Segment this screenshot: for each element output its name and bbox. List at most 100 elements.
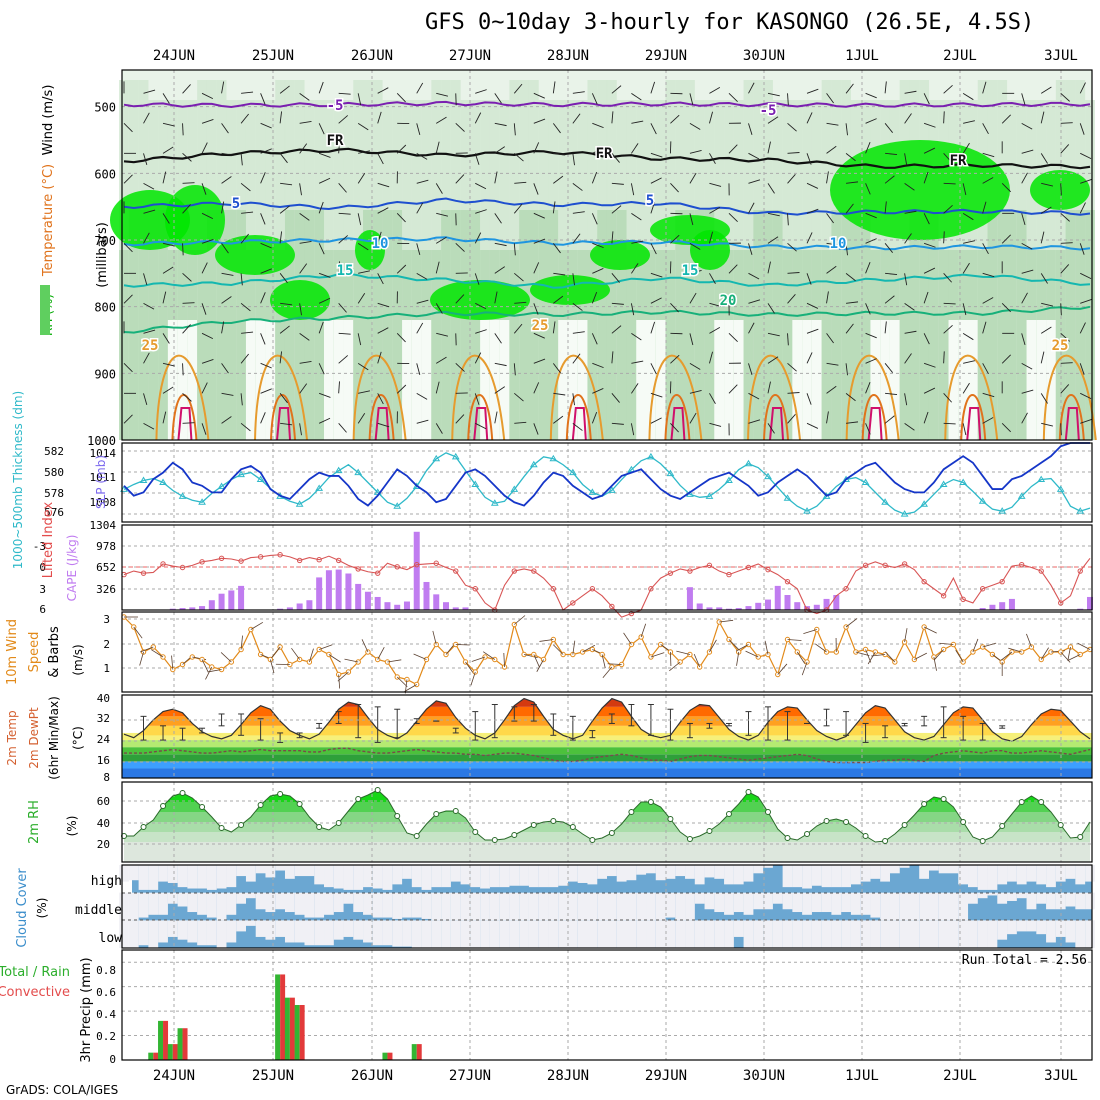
wind-barb-10m bbox=[361, 639, 369, 653]
cloud-clear-cell bbox=[646, 892, 656, 921]
wind-barb bbox=[787, 392, 800, 394]
cape-bar bbox=[833, 595, 840, 610]
wind-barb bbox=[396, 213, 406, 223]
wind-barb bbox=[630, 183, 635, 196]
cloud-clear-cell bbox=[714, 920, 725, 948]
cloud-clear-cell bbox=[724, 865, 734, 885]
wind-barb bbox=[201, 212, 214, 219]
rh-dry-cell bbox=[265, 320, 276, 440]
wind-barb bbox=[670, 303, 679, 313]
wind-barb bbox=[143, 422, 155, 430]
rh-shade-cell bbox=[1055, 250, 1066, 440]
wind-barb bbox=[943, 231, 945, 244]
wind-barb bbox=[767, 236, 779, 244]
wind-barb-10m bbox=[855, 651, 870, 657]
wind-barb bbox=[260, 292, 266, 304]
contour-label: 5 bbox=[646, 193, 654, 209]
wind-barb-10m bbox=[1008, 647, 1022, 653]
wind-barb bbox=[611, 325, 622, 334]
wind-barb bbox=[143, 153, 148, 165]
cloud-clear-cell bbox=[597, 892, 608, 921]
cloud-level-label: low bbox=[99, 931, 123, 946]
date-bottom-label: 1JUL bbox=[845, 1068, 879, 1084]
credit-text: GrADS: COLA/IGES bbox=[6, 1083, 119, 1097]
temp-contour-25 bbox=[845, 354, 900, 441]
wind-barb bbox=[201, 142, 208, 154]
rh-shade-cell bbox=[675, 210, 686, 440]
wind-barb bbox=[943, 351, 945, 364]
wind-barb bbox=[1021, 292, 1028, 304]
rh2m-marker bbox=[160, 803, 167, 809]
rh-shade-cell bbox=[119, 250, 129, 440]
thickness-marker bbox=[959, 478, 968, 485]
wind-barb-10m bbox=[796, 651, 806, 664]
wind-barb bbox=[845, 83, 854, 94]
wind-barb-10m bbox=[471, 656, 486, 662]
cape-tick-label: 652 bbox=[96, 561, 116, 574]
cape-bar bbox=[725, 608, 732, 610]
rh2m-marker bbox=[999, 823, 1006, 829]
rh-dry-cell bbox=[870, 320, 881, 440]
wind-barb bbox=[572, 422, 583, 431]
rh2m-marker bbox=[725, 811, 732, 817]
lifted-index-marker bbox=[335, 557, 342, 564]
wind-barb bbox=[1079, 123, 1085, 135]
wind-barb bbox=[572, 353, 581, 364]
rh-moist-blob bbox=[215, 235, 295, 275]
precip-convective-bar bbox=[172, 1044, 178, 1060]
date-top-label: 27JUN bbox=[449, 48, 491, 64]
temperature-contour-20 bbox=[123, 305, 1091, 334]
wind-barb bbox=[318, 321, 324, 334]
rh2m-marker bbox=[199, 804, 206, 810]
wind-barb bbox=[748, 419, 761, 424]
wind-barb-10m bbox=[676, 650, 691, 655]
cloud-clear-cell bbox=[772, 920, 783, 948]
cloud-clear-cell bbox=[753, 892, 764, 910]
cloud-clear-cell bbox=[226, 865, 237, 888]
wind-barb bbox=[1041, 182, 1054, 187]
wind-barb bbox=[1040, 393, 1048, 404]
wind-barb bbox=[865, 332, 877, 339]
rh-shade-cell bbox=[392, 210, 403, 440]
cloud-clear-cell bbox=[1016, 892, 1027, 899]
date-bottom-label: 30JUN bbox=[743, 1068, 785, 1084]
cloud-clear-cell bbox=[948, 865, 959, 874]
cloud-clear-cell bbox=[470, 920, 481, 948]
date-top-label: 25JUN bbox=[252, 48, 294, 64]
rh-dry-cell bbox=[411, 320, 422, 440]
wind-barb bbox=[162, 291, 167, 304]
wind-barb bbox=[182, 302, 195, 304]
cloud-clear-cell bbox=[802, 865, 812, 889]
cloud-clear-cell bbox=[997, 892, 1008, 904]
wind-barb-10m bbox=[572, 640, 576, 655]
wind-barb bbox=[377, 422, 390, 428]
wind-barb-10m bbox=[220, 652, 232, 663]
cloud-clear-cell bbox=[831, 920, 842, 948]
wind-barb bbox=[943, 273, 953, 283]
rh-dry-cell bbox=[1026, 320, 1037, 440]
wind-barb bbox=[1080, 299, 1092, 304]
temp-contour-35 bbox=[867, 407, 883, 441]
cloud-clear-cell bbox=[128, 865, 139, 881]
rh-shade-cell bbox=[460, 210, 471, 440]
wind-barb bbox=[592, 148, 604, 154]
wind-barb-10m bbox=[982, 642, 997, 648]
rh-shade-cell bbox=[304, 210, 315, 440]
wind-barb bbox=[572, 331, 585, 334]
thickness-marker bbox=[334, 466, 343, 474]
wind-barb bbox=[865, 423, 871, 435]
cape-bar bbox=[1077, 608, 1084, 610]
cloud-clear-cell bbox=[509, 865, 520, 886]
rh-shade-cell bbox=[685, 210, 695, 440]
temp-contour-25 bbox=[352, 354, 407, 441]
cloud-clear-cell bbox=[948, 892, 959, 921]
cloud-clear-cell bbox=[294, 920, 305, 943]
cape-bar bbox=[462, 607, 469, 610]
lifted-index-marker bbox=[296, 557, 303, 564]
wind-barb bbox=[650, 81, 656, 94]
slp-tick-label: 1014 bbox=[90, 447, 117, 460]
wind-barb-10m bbox=[939, 642, 954, 645]
lifted-index-marker bbox=[999, 578, 1005, 585]
rh-dry-cell bbox=[714, 320, 725, 440]
cloud-clear-cell bbox=[1055, 920, 1066, 937]
